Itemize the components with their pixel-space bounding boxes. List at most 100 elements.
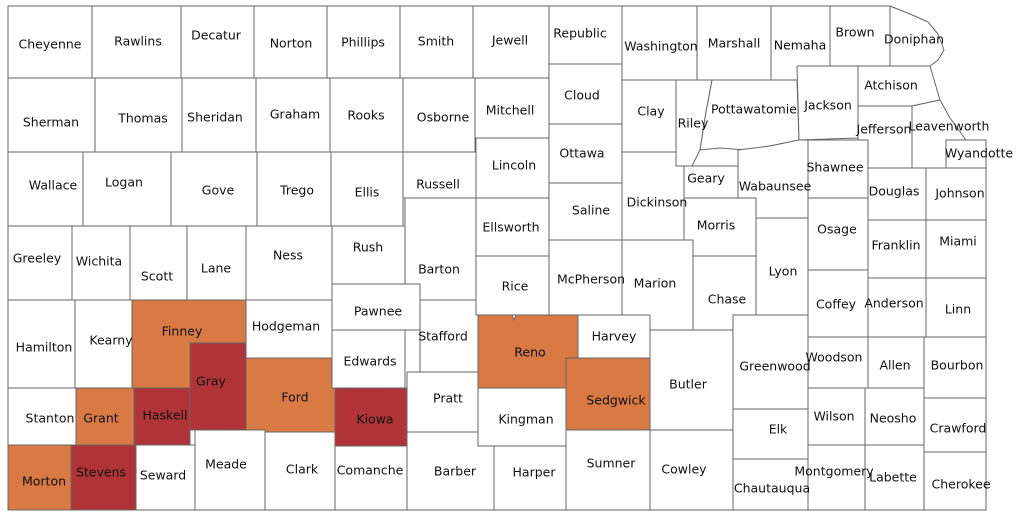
- county-label-washington: Washington: [624, 39, 697, 54]
- county-label-franklin: Franklin: [871, 238, 920, 253]
- county-label-russell: Russell: [416, 177, 460, 192]
- county-label-morris: Morris: [697, 218, 735, 233]
- county-label-barber: Barber: [434, 464, 477, 479]
- county-label-thomas: Thomas: [117, 111, 168, 126]
- county-label-woodson: Woodson: [806, 350, 863, 365]
- county-labels: Cheyenne Rawlins Decatur Norton Phillips Smit…: [13, 25, 1014, 496]
- county-label-stafford: Stafford: [418, 329, 468, 344]
- county-label-seward: Seward: [140, 468, 186, 483]
- county-label-reno: Reno: [514, 345, 545, 360]
- county-label-sheridan: Sheridan: [187, 110, 243, 125]
- county-label-lincoln: Lincoln: [492, 158, 536, 173]
- county-label-ellsworth: Ellsworth: [482, 220, 539, 235]
- county-label-wabaunsee: Wabaunsee: [739, 179, 812, 194]
- county-label-logan: Logan: [105, 175, 143, 190]
- county-label-clark: Clark: [286, 462, 319, 477]
- county-label-greenwood: Greenwood: [739, 359, 810, 374]
- county-label-gove: Gove: [202, 183, 235, 198]
- county-label-chase: Chase: [708, 292, 747, 307]
- county-label-harper: Harper: [513, 465, 557, 480]
- county-label-bourbon: Bourbon: [931, 358, 984, 373]
- county-label-montgomery: Montgomery: [794, 464, 874, 479]
- county-label-kingman: Kingman: [498, 412, 553, 427]
- county-label-morton: Morton: [22, 474, 66, 489]
- county-label-harvey: Harvey: [592, 329, 637, 344]
- county-label-brown: Brown: [835, 25, 874, 40]
- county-label-cheyenne: Cheyenne: [19, 37, 82, 52]
- county-rush: [331, 225, 406, 285]
- county-label-comanche: Comanche: [337, 463, 404, 478]
- county-label-wichita: Wichita: [76, 254, 122, 269]
- county-label-ford: Ford: [281, 390, 308, 405]
- county-label-marshall: Marshall: [708, 36, 761, 51]
- county-label-elk: Elk: [769, 422, 788, 437]
- county-label-miami: Miami: [939, 234, 977, 249]
- county-label-norton: Norton: [270, 36, 313, 51]
- county-label-dickinson: Dickinson: [627, 195, 688, 210]
- county-scott: [129, 225, 188, 301]
- county-label-butler: Butler: [669, 377, 708, 392]
- county-label-pawnee: Pawnee: [354, 304, 402, 319]
- county-label-lyon: Lyon: [769, 264, 798, 279]
- county-label-rush: Rush: [353, 240, 383, 255]
- county-label-edwards: Edwards: [343, 354, 396, 369]
- county-label-jackson: Jackson: [803, 98, 852, 113]
- county-label-finney: Finney: [162, 324, 203, 339]
- county-label-scott: Scott: [141, 269, 173, 284]
- county-label-osborne: Osborne: [417, 110, 470, 125]
- county-label-labette: Labette: [869, 470, 917, 485]
- county-label-grant: Grant: [83, 411, 118, 426]
- county-label-johnson: Johnson: [934, 186, 984, 201]
- county-label-neosho: Neosho: [870, 411, 917, 426]
- county-label-nemaha: Nemaha: [774, 38, 826, 53]
- county-label-greeley: Greeley: [13, 251, 62, 266]
- county-label-douglas: Douglas: [869, 184, 920, 199]
- county-label-haskell: Haskell: [142, 408, 187, 423]
- county-label-stanton: Stanton: [26, 411, 75, 426]
- county-label-wallace: Wallace: [29, 178, 78, 193]
- county-label-geary: Geary: [687, 171, 725, 186]
- county-label-rooks: Rooks: [347, 108, 384, 123]
- county-comanche: [334, 445, 408, 511]
- county-label-sherman: Sherman: [23, 115, 79, 130]
- county-label-republic: Republic: [553, 26, 607, 41]
- county-label-gray: Gray: [196, 374, 226, 389]
- county-label-trego: Trego: [279, 183, 314, 198]
- county-label-hamilton: Hamilton: [16, 340, 73, 355]
- county-label-linn: Linn: [945, 302, 971, 317]
- county-label-kearny: Kearny: [89, 333, 133, 348]
- county-label-rawlins: Rawlins: [114, 34, 162, 49]
- county-label-coffey: Coffey: [816, 297, 857, 312]
- county-label-decatur: Decatur: [191, 28, 242, 43]
- county-label-riley: Riley: [678, 116, 709, 131]
- county-label-sumner: Sumner: [587, 456, 637, 471]
- county-label-pottawatomie: Pottawatomie: [711, 102, 797, 117]
- county-label-marion: Marion: [634, 276, 677, 291]
- county-label-crawford: Crawford: [930, 421, 987, 436]
- county-label-lane: Lane: [201, 261, 232, 276]
- county-label-pratt: Pratt: [433, 391, 463, 406]
- county-label-stevens: Stevens: [76, 465, 126, 480]
- county-label-cherokee: Cherokee: [931, 477, 990, 492]
- county-label-wyandotte: Wyandotte: [945, 146, 1014, 161]
- county-label-anderson: Anderson: [864, 296, 923, 311]
- county-label-chautauqua: Chautauqua: [734, 481, 810, 496]
- county-label-meade: Meade: [205, 457, 247, 472]
- county-label-ellis: Ellis: [355, 185, 380, 200]
- county-label-atchison: Atchison: [864, 78, 918, 93]
- county-label-graham: Graham: [270, 107, 320, 122]
- county-label-cloud: Cloud: [564, 88, 600, 103]
- county-label-jefferson: Jefferson: [856, 122, 912, 137]
- county-label-ottawa: Ottawa: [559, 146, 604, 161]
- county-cherokee: [923, 451, 987, 511]
- county-label-jewell: Jewell: [491, 33, 528, 48]
- county-ness: [245, 225, 333, 301]
- county-label-osage: Osage: [817, 222, 857, 237]
- county-label-clay: Clay: [637, 104, 665, 119]
- county-label-saline: Saline: [572, 203, 610, 218]
- county-label-hodgeman: Hodgeman: [252, 319, 320, 334]
- county-label-leavenworth: Leavenworth: [909, 119, 990, 134]
- county-label-shawnee: Shawnee: [806, 160, 863, 175]
- county-label-mitchell: Mitchell: [486, 103, 535, 118]
